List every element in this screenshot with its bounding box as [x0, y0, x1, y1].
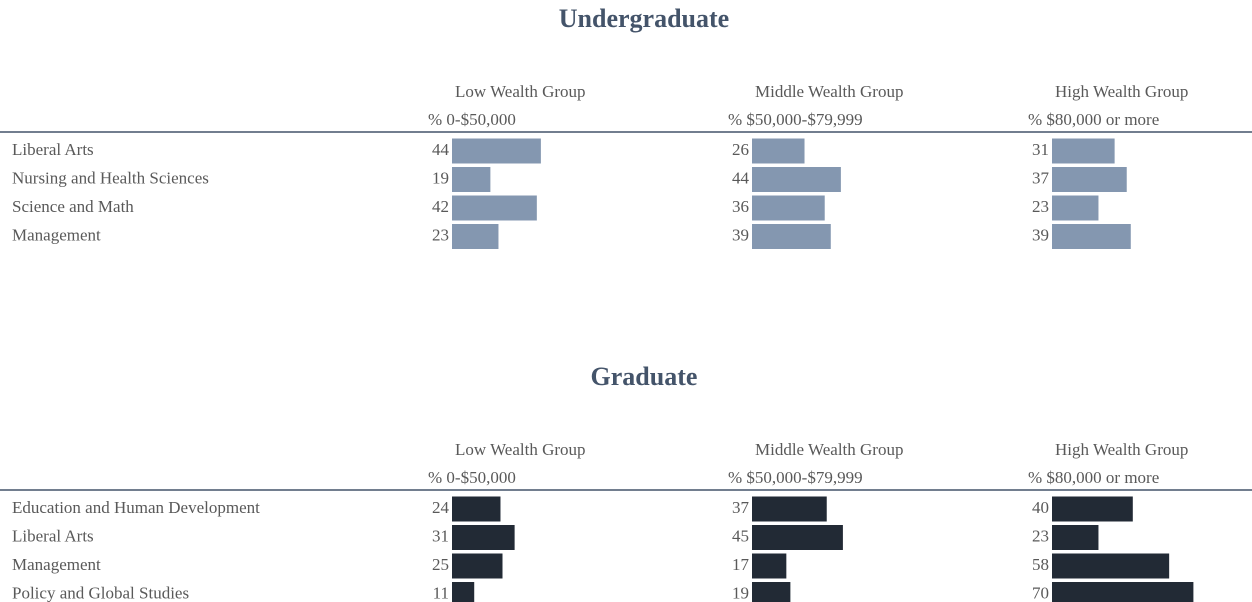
bar — [752, 167, 841, 192]
bar — [752, 553, 787, 579]
value-label: 25 — [432, 555, 449, 574]
value-label: 37 — [1032, 168, 1050, 187]
bar — [452, 525, 515, 550]
bar — [1052, 496, 1133, 522]
row-label: Education and Human Development — [12, 498, 260, 517]
bar — [452, 553, 503, 579]
group-range: % 0-$50,000 — [428, 468, 516, 487]
value-label: 39 — [1032, 225, 1049, 244]
value-label: 45 — [732, 526, 749, 545]
value-label: 40 — [1032, 498, 1049, 517]
bar — [1052, 138, 1115, 164]
group-range: % $80,000 or more — [1028, 110, 1159, 129]
bar — [452, 582, 475, 602]
value-label: 24 — [432, 498, 450, 517]
group-range: % 0-$50,000 — [428, 110, 516, 129]
group-range: % $50,000-$79,999 — [728, 110, 863, 129]
bar — [752, 525, 843, 550]
row-label: Liberal Arts — [12, 140, 94, 159]
row-label: Management — [12, 555, 101, 574]
value-label: 44 — [432, 140, 450, 159]
group-name: Low Wealth Group — [455, 82, 586, 101]
bar — [1052, 224, 1131, 249]
row-label: Policy and Global Studies — [12, 583, 189, 602]
row-label: Liberal Arts — [12, 526, 94, 545]
value-label: 26 — [732, 140, 749, 159]
group-range: % $50,000-$79,999 — [728, 468, 863, 487]
bar — [452, 138, 541, 164]
bar — [452, 167, 491, 192]
row-label: Nursing and Health Sciences — [12, 168, 209, 187]
value-label: 36 — [732, 197, 749, 216]
value-label: 42 — [432, 197, 449, 216]
value-label: 23 — [1032, 526, 1049, 545]
value-label: 23 — [1032, 197, 1049, 216]
group-name: High Wealth Group — [1055, 82, 1188, 101]
group-name: High Wealth Group — [1055, 440, 1188, 459]
value-label: 19 — [732, 583, 749, 602]
bar — [1052, 167, 1127, 192]
row-label: Science and Math — [12, 197, 134, 216]
value-label: 11 — [433, 583, 449, 602]
value-label: 17 — [732, 555, 750, 574]
bar — [1052, 582, 1194, 602]
value-label: 31 — [1032, 140, 1049, 159]
panel-title: Undergraduate — [559, 4, 729, 33]
value-label: 37 — [732, 498, 750, 517]
bar — [452, 496, 501, 522]
value-label: 31 — [432, 526, 449, 545]
bar — [752, 582, 791, 602]
row-label: Management — [12, 225, 101, 244]
value-label: 44 — [732, 168, 750, 187]
bar — [1052, 525, 1099, 550]
bar — [452, 195, 537, 221]
value-label: 58 — [1032, 555, 1049, 574]
bar — [752, 224, 831, 249]
group-name: Middle Wealth Group — [755, 82, 903, 101]
bar — [1052, 195, 1099, 221]
bar — [1052, 553, 1170, 579]
value-label: 70 — [1032, 583, 1049, 602]
bar — [752, 195, 825, 221]
group-name: Middle Wealth Group — [755, 440, 903, 459]
bar — [452, 224, 499, 249]
bar — [752, 138, 805, 164]
value-label: 23 — [432, 225, 449, 244]
group-name: Low Wealth Group — [455, 440, 586, 459]
panel-title: Graduate — [591, 362, 698, 391]
value-label: 19 — [432, 168, 449, 187]
bar — [752, 496, 827, 522]
value-label: 39 — [732, 225, 749, 244]
group-range: % $80,000 or more — [1028, 468, 1159, 487]
